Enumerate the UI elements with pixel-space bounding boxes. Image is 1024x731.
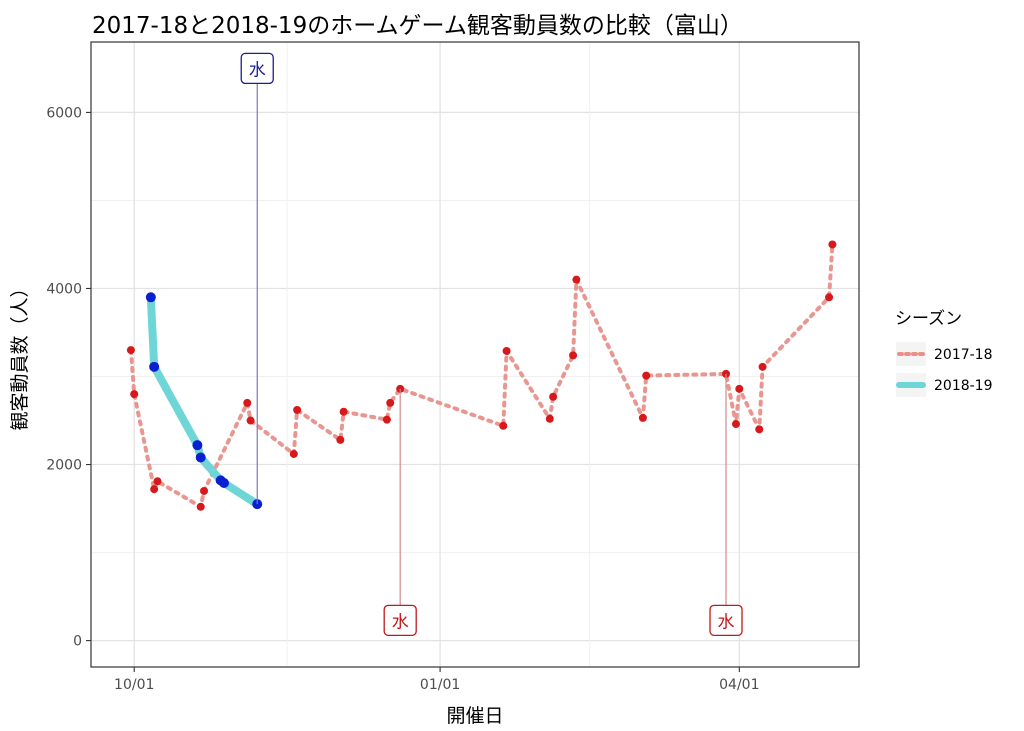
data-point-2017-18 (382, 415, 391, 424)
data-point-2017-18 (339, 407, 348, 416)
data-point-2017-18 (243, 398, 252, 407)
data-point-2017-18 (825, 293, 834, 302)
plot-background (91, 42, 859, 667)
data-point-2017-18 (545, 414, 554, 423)
annotation-layer: 水水水 (240, 52, 743, 636)
chart-title: 2017-18と2018-19のホームゲーム観客動員数の比較（富山） (92, 13, 743, 39)
x-tick-label: 01/01 (420, 677, 460, 693)
annotation-label: 水 (718, 612, 735, 632)
data-point-2018-19 (145, 292, 156, 303)
data-point-2017-18 (828, 240, 837, 249)
data-point-2018-19 (195, 452, 206, 463)
data-point-2017-18 (572, 275, 581, 284)
data-point-2017-18 (336, 435, 345, 444)
data-point-2017-18 (150, 485, 159, 494)
data-point-2017-18 (246, 416, 255, 425)
plot-panel-border (90, 41, 860, 668)
series-layer (126, 240, 837, 511)
annotation-box (709, 604, 743, 636)
data-point-2017-18 (642, 371, 651, 380)
data-point-2017-18 (731, 420, 740, 429)
x-axis-title: 開催日 (446, 705, 503, 727)
grid-layer (91, 42, 859, 667)
y-tick-label: 6000 (46, 105, 82, 121)
data-point-2018-19 (192, 440, 203, 451)
axis-layer: 0 2000 4000 6000 10/01 01/01 04/01 (46, 105, 759, 693)
x-tick-label: 10/01 (114, 677, 154, 693)
legend-title: シーズン (895, 309, 962, 329)
data-point-2017-18 (499, 421, 508, 430)
series-line-2017-18 (128, 242, 835, 509)
annotation-label: 水 (392, 612, 409, 632)
data-point-2017-18 (289, 449, 298, 458)
data-point-2017-18 (758, 362, 767, 371)
y-tick-label: 2000 (46, 458, 82, 474)
data-point-2018-19 (218, 478, 229, 489)
data-point-2017-18 (200, 486, 209, 495)
y-tick-label: 0 (73, 634, 82, 650)
annotation-box (383, 604, 417, 636)
annotation-box (240, 52, 274, 85)
data-point-2017-18 (755, 425, 764, 434)
data-point-2017-18 (293, 405, 302, 414)
data-point-2017-18 (130, 390, 139, 399)
data-point-2017-18 (196, 502, 205, 511)
data-point-2017-18 (569, 351, 578, 360)
legend: シーズン 2017-18 2018-19 (895, 309, 993, 397)
data-point-2017-18 (386, 398, 395, 407)
data-point-2017-18 (638, 413, 647, 422)
data-point-2017-18 (126, 346, 135, 355)
data-point-2017-18 (153, 477, 162, 486)
data-point-2017-18 (735, 384, 744, 393)
data-point-2018-19 (149, 361, 160, 372)
y-tick-label: 4000 (46, 281, 82, 297)
y-axis-title: 観客動員数（人） (9, 278, 31, 430)
annotation-label: 水 (249, 60, 266, 80)
data-point-2017-18 (502, 346, 511, 355)
legend-label: 2017-18 (934, 347, 993, 363)
data-point-2017-18 (549, 392, 558, 401)
legend-label: 2018-19 (934, 378, 993, 394)
x-tick-label: 04/01 (719, 677, 759, 693)
